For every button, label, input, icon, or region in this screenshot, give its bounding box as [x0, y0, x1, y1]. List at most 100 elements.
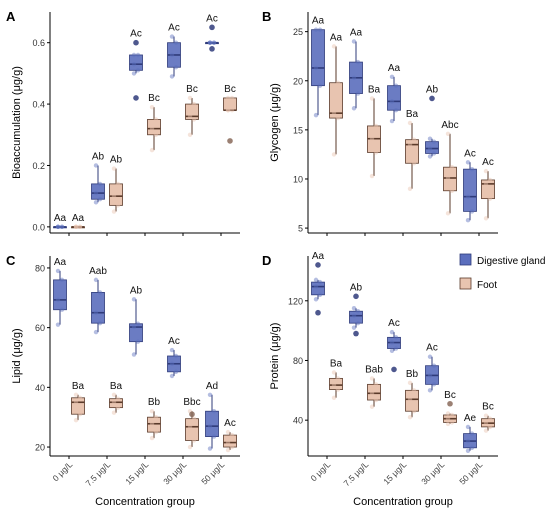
data-point [427, 146, 433, 151]
significance-label: Aa [388, 63, 401, 74]
significance-label: Bb [406, 369, 419, 380]
box-body [185, 418, 199, 441]
data-point [149, 126, 155, 131]
data-point [73, 224, 79, 230]
significance-label: Bbc [183, 397, 200, 408]
y-tick-label: 0.4 [32, 100, 45, 110]
data-point [351, 313, 357, 318]
panel-B: B 5 10 15 20 25 Glycogen (μg/g) Aa Aa Aa Ab Ac Aa Ba B… [262, 9, 498, 236]
box-foot: Ac [223, 418, 237, 453]
data-point [55, 224, 61, 230]
panel-letter: B [262, 9, 271, 24]
data-point [469, 166, 475, 172]
data-point [431, 139, 437, 144]
data-point [55, 224, 61, 230]
box-foot: Abc [441, 120, 459, 216]
data-point [131, 71, 137, 76]
data-point [153, 429, 159, 435]
data-point [169, 74, 175, 79]
box-body [129, 323, 143, 343]
data-point [465, 448, 471, 453]
significance-label: Ab [130, 285, 143, 296]
box-body [463, 168, 477, 212]
data-point [369, 391, 375, 396]
data-point [73, 224, 79, 230]
data-point [131, 52, 137, 58]
data-point [407, 120, 413, 126]
box-foot: Bc [443, 390, 457, 427]
outlier-point [391, 366, 397, 373]
data-point [373, 123, 379, 129]
data-point [111, 166, 117, 171]
outlier-point [353, 330, 359, 337]
data-point [187, 114, 193, 119]
box-body [147, 416, 161, 433]
significance-label: Bc [186, 84, 198, 95]
box-body [205, 410, 219, 437]
x-tick-label: 0 μg/L [309, 459, 333, 483]
data-point [59, 224, 65, 230]
box-body [425, 141, 439, 154]
significance-label: Aa [330, 32, 343, 43]
data-point [389, 340, 395, 345]
data-point [393, 335, 399, 340]
outlier-point [189, 411, 195, 418]
data-point [211, 40, 217, 45]
box-foot: Bc [223, 84, 237, 144]
data-point [153, 132, 159, 137]
legend-label: Foot [477, 280, 497, 291]
box-digestive: Ae [463, 413, 477, 453]
data-point [55, 297, 61, 303]
panel-D: D 40 80 120 Protein (μg/g) 0 μg/L 7.5 μg/L 15 μ… [262, 251, 498, 508]
x-tick-label: 30 μg/L [419, 459, 446, 486]
significance-label: Ae [464, 413, 477, 424]
data-point [389, 118, 395, 124]
data-point [225, 429, 231, 435]
data-point [427, 354, 433, 359]
data-point [411, 161, 417, 166]
significance-label: Ab [426, 84, 439, 95]
significance-label: Aa [72, 213, 85, 224]
data-point [445, 416, 451, 421]
data-point [93, 310, 99, 315]
data-point [229, 444, 235, 450]
box-digestive: Ac [167, 336, 181, 379]
data-point [229, 432, 235, 438]
data-point [389, 74, 395, 80]
box-foot: Bb [147, 397, 161, 441]
box-foot: Bab [365, 364, 383, 409]
data-point [407, 397, 413, 402]
y-tick-label: 40 [35, 383, 45, 393]
box-digestive: Ad [205, 381, 219, 451]
legend-item: Digestive gland [459, 253, 545, 267]
box-digestive: Ab [425, 84, 439, 159]
y-tick-label: 60 [35, 323, 45, 333]
data-point [335, 387, 341, 392]
data-point [211, 409, 217, 414]
box-digestive: Ac [425, 343, 439, 393]
data-point [73, 400, 79, 405]
data-point [73, 224, 79, 230]
data-point [93, 277, 99, 283]
data-point [191, 117, 197, 122]
panel-letter: A [6, 9, 16, 24]
data-point [313, 27, 319, 32]
significance-label: Ac [224, 418, 236, 429]
data-point [111, 209, 117, 214]
box-foot: Aa [71, 213, 85, 230]
data-point [411, 388, 417, 393]
data-point [173, 353, 179, 359]
significance-label: Ab [110, 155, 123, 166]
box-body [367, 383, 381, 401]
significance-label: Ac [482, 157, 494, 168]
box-digestive: Aa [53, 257, 67, 327]
data-point [335, 376, 341, 381]
box-foot: Aa [329, 32, 343, 157]
box-digestive: Ac [205, 13, 219, 52]
data-point [445, 131, 451, 136]
x-tick-label: 7.5 μg/L [341, 459, 370, 488]
data-point [187, 132, 193, 137]
data-point [407, 142, 413, 147]
box-body [109, 398, 123, 409]
data-point [331, 110, 337, 116]
